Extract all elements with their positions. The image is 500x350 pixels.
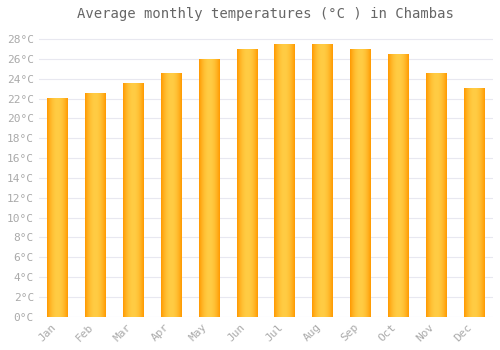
Title: Average monthly temperatures (°C ) in Chambas: Average monthly temperatures (°C ) in Ch… [78, 7, 454, 21]
